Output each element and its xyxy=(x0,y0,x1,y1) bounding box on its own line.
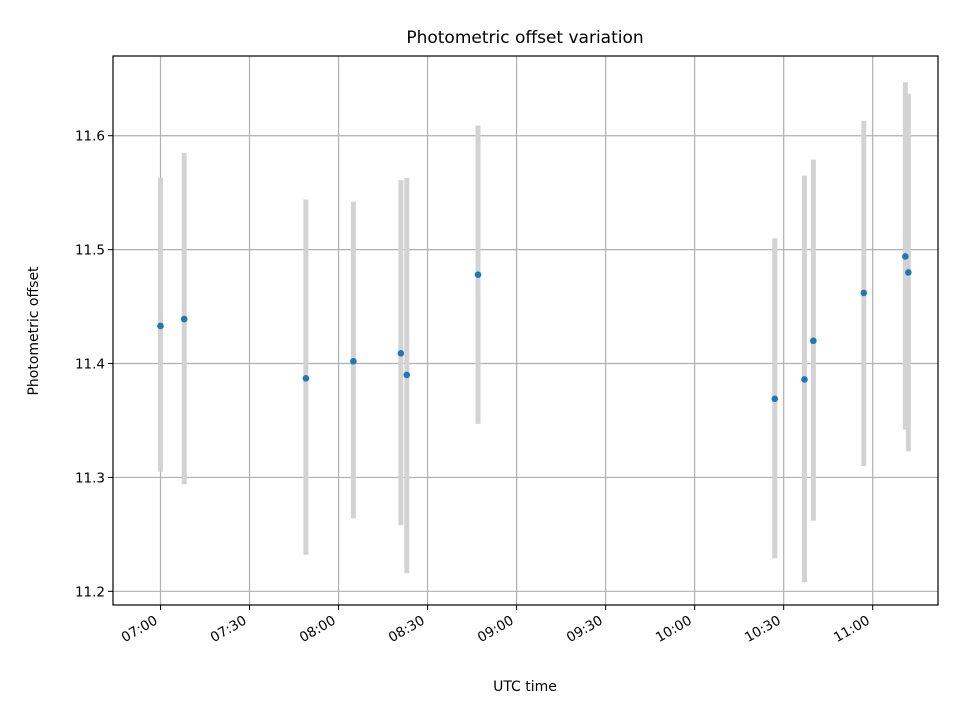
y-tick-label: 11.2 xyxy=(75,584,105,600)
y-axis-ticks: 11.2 11.3 11.4 11.5 11.6 xyxy=(75,129,113,600)
x-axis-label: UTC time xyxy=(493,679,557,695)
plot-frame xyxy=(112,55,939,606)
data-point xyxy=(905,269,912,276)
data-point xyxy=(180,315,188,323)
y-tick-label: 11.3 xyxy=(75,470,105,486)
chart-title: Photometric offset variation xyxy=(406,28,643,48)
y-tick-label: 11.6 xyxy=(75,129,105,145)
data-point xyxy=(801,376,808,383)
data-point xyxy=(302,375,310,382)
data-point xyxy=(771,395,779,403)
y-axis-label: Photometric offset xyxy=(26,266,42,396)
data-point xyxy=(350,357,357,365)
data-point xyxy=(810,337,817,345)
data-point xyxy=(860,289,868,297)
data-point xyxy=(474,271,482,278)
data-point xyxy=(403,371,411,379)
y-tick-label: 11.4 xyxy=(75,357,105,373)
data-point xyxy=(397,349,405,357)
data-point xyxy=(902,253,909,260)
grid-lines xyxy=(113,56,938,605)
data-point xyxy=(157,322,164,330)
data-points xyxy=(157,253,912,403)
y-tick-label: 11.5 xyxy=(75,243,105,259)
